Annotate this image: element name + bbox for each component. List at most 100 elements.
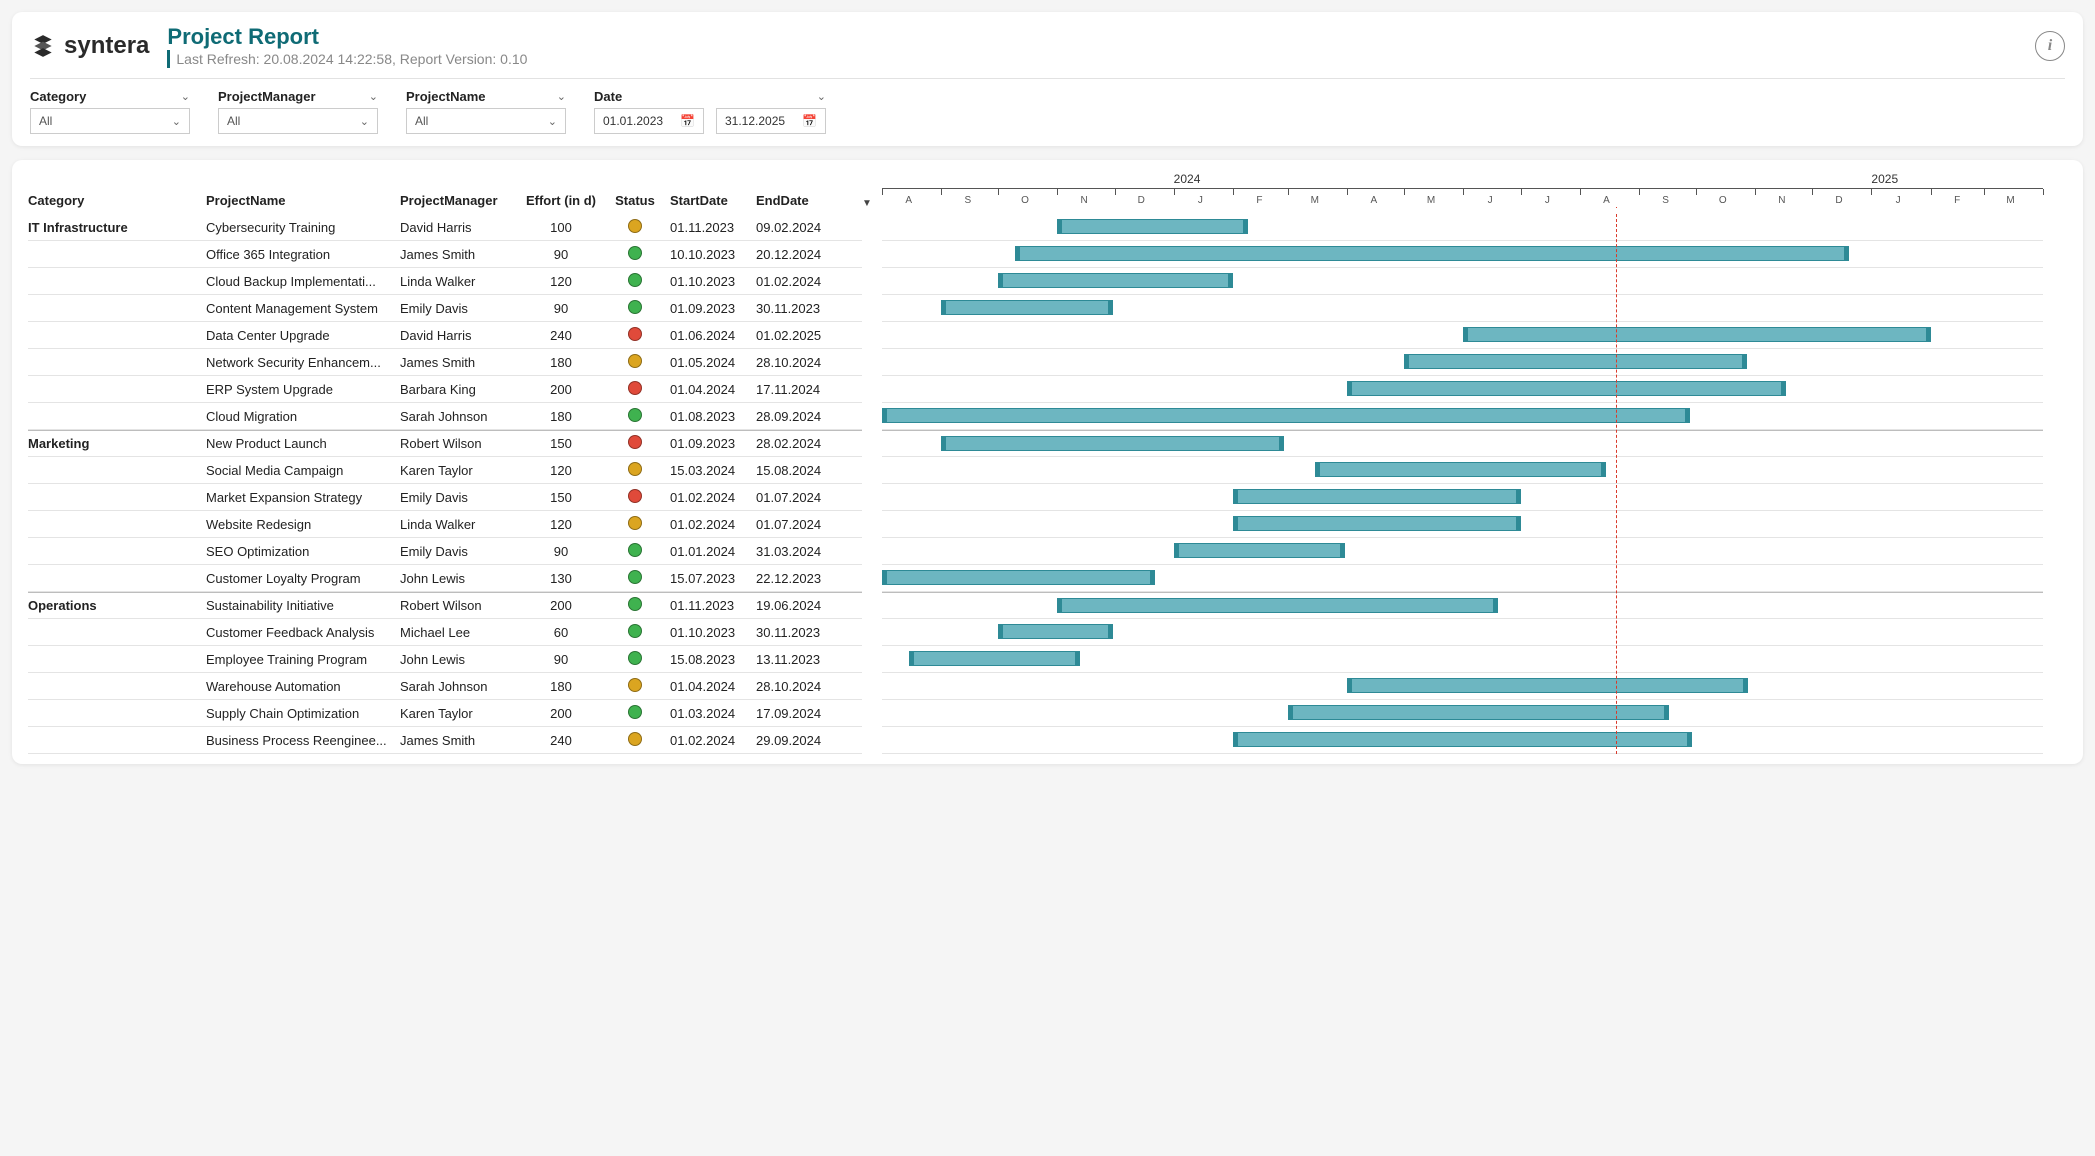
filter-projectmanager-select[interactable]: All ⌄ (218, 108, 378, 134)
filter-date-to[interactable]: 31.12.2025 📅 (716, 108, 826, 134)
gantt-row (882, 403, 2043, 430)
filter-projectname-select[interactable]: All ⌄ (406, 108, 566, 134)
table-row[interactable]: Network Security Enhancem...James Smith1… (28, 349, 862, 376)
gantt-bar[interactable] (882, 408, 1690, 423)
gantt-bar[interactable] (998, 273, 1232, 288)
table-row[interactable]: Website RedesignLinda Walker12001.02.202… (28, 511, 862, 538)
sort-indicator-icon[interactable]: ▼ (862, 198, 872, 209)
cell-status (608, 408, 670, 425)
gantt-bar[interactable] (1347, 381, 1785, 396)
brand-icon (30, 33, 56, 59)
table-row[interactable]: Office 365 IntegrationJames Smith9010.10… (28, 241, 862, 268)
table-row[interactable]: Customer Loyalty ProgramJohn Lewis13015.… (28, 565, 862, 592)
chevron-down-icon[interactable]: ⌄ (557, 90, 566, 103)
year-label: 2024 (1174, 172, 1201, 186)
table-row[interactable]: ERP System UpgradeBarbara King20001.04.2… (28, 376, 862, 403)
month-label: M (1427, 195, 1435, 206)
gantt-bar[interactable] (1057, 598, 1497, 613)
month-tick (1288, 189, 1289, 195)
cell-projectmanager: Michael Lee (400, 625, 522, 640)
col-projectname[interactable]: ProjectName (206, 193, 400, 208)
col-category[interactable]: Category (28, 193, 206, 208)
gantt-bar[interactable] (1463, 327, 1930, 342)
cell-projectmanager: John Lewis (400, 571, 522, 586)
gantt-bar[interactable] (1315, 462, 1607, 477)
gantt-bar[interactable] (1233, 732, 1692, 747)
table-row[interactable]: Supply Chain OptimizationKaren Taylor200… (28, 700, 862, 727)
cell-projectname: Website Redesign (206, 517, 400, 532)
cell-projectmanager: Karen Taylor (400, 463, 522, 478)
chevron-down-icon: ⌄ (360, 115, 369, 128)
month-label: J (1198, 195, 1203, 206)
gantt-bar[interactable] (998, 624, 1112, 639)
table-row[interactable]: Social Media CampaignKaren Taylor12015.0… (28, 457, 862, 484)
col-status[interactable]: Status (608, 193, 670, 208)
cell-startdate: 01.02.2024 (670, 733, 756, 748)
info-icon[interactable]: i (2035, 31, 2065, 61)
table-row[interactable]: Customer Feedback AnalysisMichael Lee600… (28, 619, 862, 646)
col-projectmanager[interactable]: ProjectManager (400, 193, 522, 208)
cell-projectmanager: Linda Walker (400, 274, 522, 289)
status-dot-icon (628, 435, 642, 449)
status-dot-icon (628, 381, 642, 395)
gantt-bar[interactable] (941, 300, 1113, 315)
col-enddate[interactable]: EndDate (756, 193, 842, 208)
gantt-bar[interactable] (1233, 489, 1521, 504)
chevron-down-icon[interactable]: ⌄ (369, 90, 378, 103)
table-row[interactable]: Warehouse AutomationSarah Johnson18001.0… (28, 673, 862, 700)
gantt-row (882, 646, 2043, 673)
gantt-bar[interactable] (1057, 219, 1248, 234)
filter-bar: Category ⌄ All ⌄ ProjectManager ⌄ All ⌄ … (30, 78, 2065, 134)
filter-category-select[interactable]: All ⌄ (30, 108, 190, 134)
gantt-bar[interactable] (1233, 516, 1521, 531)
chevron-down-icon[interactable]: ⌄ (817, 90, 826, 103)
filter-category: Category ⌄ All ⌄ (30, 89, 190, 134)
gantt-bar[interactable] (941, 436, 1284, 451)
table-row[interactable]: Data Center UpgradeDavid Harris24001.06.… (28, 322, 862, 349)
status-dot-icon (628, 543, 642, 557)
cell-projectname: Employee Training Program (206, 652, 400, 667)
cell-startdate: 01.10.2023 (670, 274, 756, 289)
cell-effort: 90 (522, 652, 608, 667)
table-row[interactable]: Cloud MigrationSarah Johnson18001.08.202… (28, 403, 862, 430)
chevron-down-icon[interactable]: ⌄ (181, 90, 190, 103)
col-effort[interactable]: Effort (in d) (522, 193, 608, 208)
table-row[interactable]: Employee Training ProgramJohn Lewis9015.… (28, 646, 862, 673)
cell-enddate: 20.12.2024 (756, 247, 842, 262)
gantt-bar[interactable] (882, 570, 1155, 585)
gantt-bar[interactable] (1404, 354, 1747, 369)
table-row[interactable]: IT InfrastructureCybersecurity TrainingD… (28, 214, 862, 241)
month-label: J (1545, 195, 1550, 206)
table-row[interactable]: Business Process Reenginee...James Smith… (28, 727, 862, 754)
cell-enddate: 15.08.2024 (756, 463, 842, 478)
cell-startdate: 01.01.2024 (670, 544, 756, 559)
cell-enddate: 17.09.2024 (756, 706, 842, 721)
gantt-bar[interactable] (909, 651, 1081, 666)
table-row[interactable]: Market Expansion StrategyEmily Davis1500… (28, 484, 862, 511)
gantt-bar[interactable] (1015, 246, 1848, 261)
table-row[interactable]: Content Management SystemEmily Davis9001… (28, 295, 862, 322)
table-row[interactable]: MarketingNew Product LaunchRobert Wilson… (28, 430, 862, 457)
table-row[interactable]: OperationsSustainability InitiativeRober… (28, 592, 862, 619)
cell-enddate: 30.11.2023 (756, 301, 842, 316)
gantt-bar[interactable] (1288, 705, 1669, 720)
gantt-bar[interactable] (1174, 543, 1346, 558)
month-label: F (1256, 195, 1262, 206)
table-row[interactable]: Cloud Backup Implementati...Linda Walker… (28, 268, 862, 295)
col-startdate[interactable]: StartDate (670, 193, 756, 208)
today-line (1616, 214, 1617, 754)
cell-projectmanager: David Harris (400, 220, 522, 235)
cell-status (608, 381, 670, 398)
table-row[interactable]: SEO OptimizationEmily Davis9001.01.20243… (28, 538, 862, 565)
cell-projectmanager: Robert Wilson (400, 436, 522, 451)
month-tick (1580, 189, 1581, 195)
gantt-bar[interactable] (1347, 678, 1747, 693)
filter-date-from[interactable]: 01.01.2023 📅 (594, 108, 704, 134)
cell-status (608, 462, 670, 479)
cell-projectname: Customer Feedback Analysis (206, 625, 400, 640)
month-label: O (1719, 195, 1727, 206)
calendar-icon: 📅 (802, 114, 817, 128)
brand-logo: syntera (30, 32, 149, 60)
gantt-row (882, 376, 2043, 403)
filter-projectmanager: ProjectManager ⌄ All ⌄ (218, 89, 378, 134)
